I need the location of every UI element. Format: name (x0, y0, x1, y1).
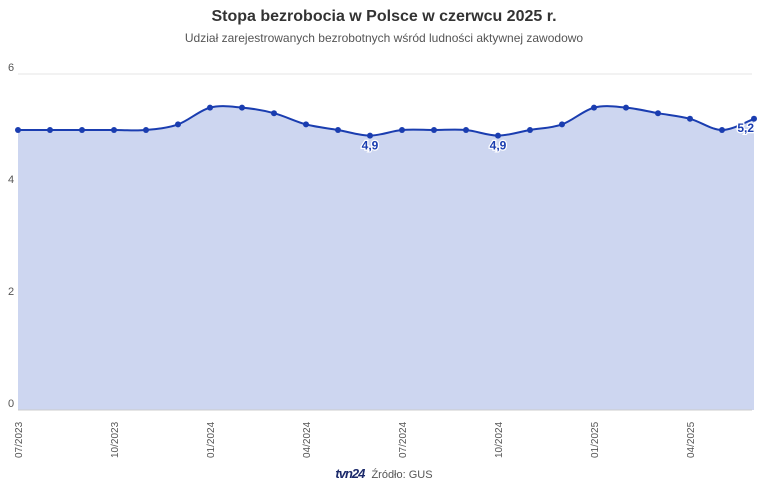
data-point (271, 110, 277, 117)
x-tick-label: 01/2025 (590, 421, 601, 458)
data-point (15, 127, 21, 133)
data-point (559, 121, 565, 128)
y-tick-label: 6 (8, 62, 14, 74)
data-point (591, 104, 597, 111)
tvn24-logo: tvn24 (335, 466, 365, 481)
data-label: 4,9 (362, 139, 379, 153)
data-point (207, 104, 213, 111)
footer: tvn24 Źródło: GUS (0, 466, 768, 481)
data-label: 5,2 (737, 121, 754, 135)
y-tick-label: 4 (8, 174, 14, 186)
data-point (303, 121, 309, 128)
data-point (367, 132, 373, 139)
data-point (463, 127, 469, 133)
data-point (431, 127, 437, 133)
x-tick-label: 07/2024 (398, 421, 409, 458)
data-point (655, 110, 661, 117)
chart-subtitle: Udział zarejestrowanych bezrobotnych wśr… (184, 31, 584, 45)
area-fill (18, 106, 754, 411)
data-point (143, 127, 149, 133)
data-point (399, 127, 405, 133)
data-point (623, 104, 629, 111)
y-tick-label: 2 (8, 286, 14, 298)
x-tick-label: 10/2024 (494, 421, 505, 458)
source-text: Źródło: GUS (371, 469, 433, 481)
data-point (79, 127, 85, 133)
x-tick-label: 01/2024 (206, 421, 217, 458)
chart-title: Stopa bezrobocia w Polsce w czerwcu 2025… (211, 8, 557, 25)
data-label: 4,9 (490, 139, 507, 153)
data-point (687, 115, 693, 122)
x-tick-label: 04/2025 (686, 421, 697, 458)
data-point (719, 127, 725, 133)
x-tick-label: 07/2023 (14, 421, 25, 458)
y-tick-label: 0 (8, 398, 14, 410)
data-point (111, 127, 117, 133)
data-point (47, 127, 53, 133)
data-point (175, 121, 181, 128)
data-point (495, 132, 501, 139)
data-point (751, 115, 757, 122)
data-point (239, 104, 245, 111)
data-point (527, 127, 533, 133)
x-tick-label: 04/2024 (302, 421, 313, 458)
x-tick-label: 10/2023 (110, 421, 121, 458)
data-point (335, 127, 341, 133)
